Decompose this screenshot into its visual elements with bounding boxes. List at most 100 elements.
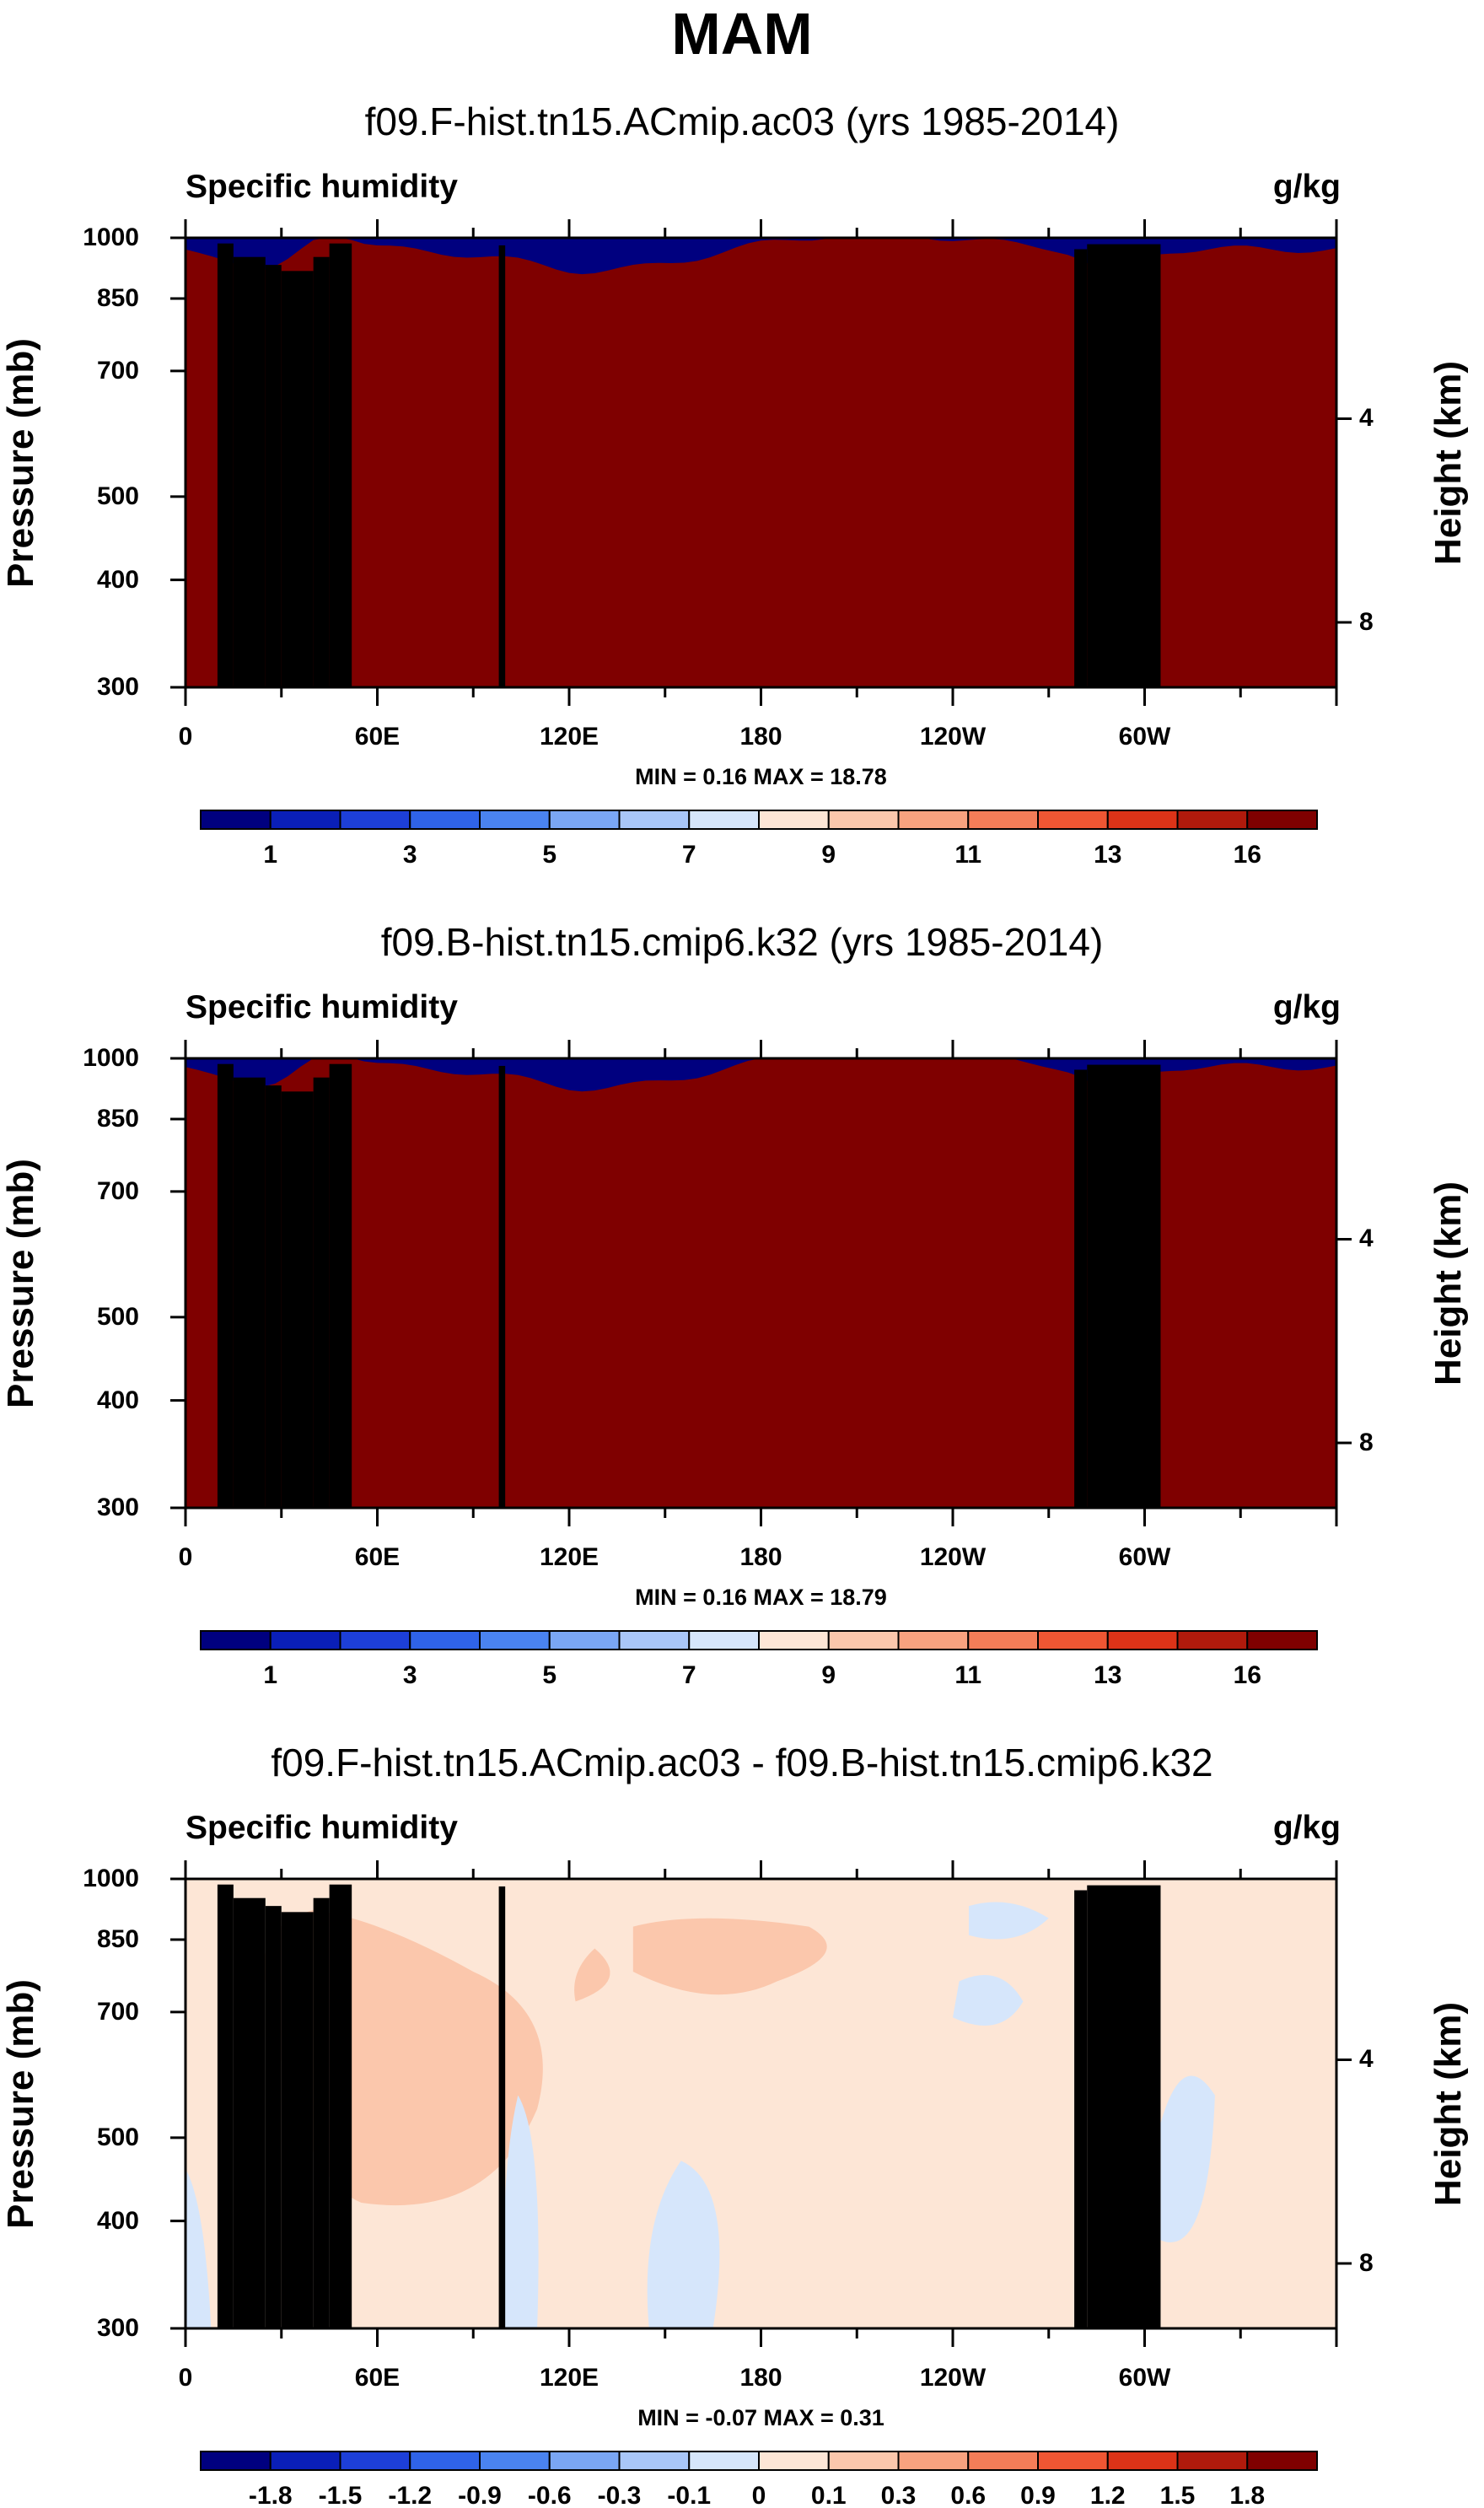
topography-block (1074, 1069, 1088, 1508)
colorbar-label: 1.5 (1160, 2482, 1196, 2508)
topography-block (1087, 1885, 1161, 2328)
min-max-stats: MIN = 0.16 MAX = 18.78 (635, 764, 887, 789)
x-tick-label: 120W (919, 723, 987, 751)
difference-contour (574, 1948, 610, 2002)
colorbar-label: -0.9 (458, 2482, 502, 2508)
y-tick-label: 500 (96, 2123, 139, 2151)
y2-tick-label: 4 (1359, 404, 1374, 433)
topography-block (1087, 244, 1161, 687)
topography-block (313, 1897, 330, 2328)
colorbar-swatch (479, 2451, 551, 2471)
x-tick-label: 60E (354, 723, 401, 751)
min-max-stats: MIN = 0.16 MAX = 18.79 (635, 1585, 887, 1610)
colorbar-label: 5 (542, 841, 556, 869)
topography-block (498, 1886, 506, 2328)
colorbar-label: -1.8 (249, 2482, 293, 2508)
colorbar-swatch (758, 2451, 830, 2471)
topography-block (217, 1884, 234, 2328)
panel-title: f09.F-hist.tn15.ACmip.ac03 - f09.B-hist.… (271, 1741, 1213, 1784)
y-tick-label: 300 (96, 1493, 139, 1521)
colorbar-swatch (688, 2451, 760, 2471)
panel-title: f09.F-hist.tn15.ACmip.ac03 (yrs 1985-201… (364, 100, 1120, 143)
colorbar-label: 7 (682, 841, 696, 869)
colorbar-label: 3 (403, 841, 417, 869)
x-tick-label: 180 (739, 2364, 782, 2392)
y-tick-label: 400 (96, 565, 139, 594)
topography-block (233, 1897, 266, 2328)
x-tick-label: 180 (739, 723, 782, 751)
units-label: g/kg (1272, 169, 1341, 205)
colorbar-label: 9 (821, 1661, 836, 1689)
topography-block (265, 1906, 282, 2328)
units-label: g/kg (1272, 1810, 1341, 1846)
colorbar-swatch (548, 2451, 621, 2471)
colorbar-label: 7 (682, 1661, 696, 1689)
difference-contour (968, 1902, 1049, 1940)
panel-title: f09.B-hist.tn15.cmip6.k32 (yrs 1985-2014… (380, 920, 1104, 964)
topography-block (1074, 249, 1088, 687)
y-tick-label: 1000 (83, 223, 139, 251)
y-tick-label: 700 (96, 356, 139, 385)
colorbar-label: 0.6 (950, 2482, 986, 2508)
colorbar-label: 0.1 (811, 2482, 847, 2508)
topography-block (265, 265, 282, 687)
difference-contour (953, 1975, 1024, 2026)
difference-contour (186, 2168, 212, 2328)
humidity-band (186, 238, 1336, 687)
y-tick-label: 850 (96, 1104, 139, 1133)
y-tick-label: 400 (96, 1386, 139, 1414)
y2-tick-label: 8 (1359, 1428, 1374, 1456)
y2-tick-label: 8 (1359, 607, 1374, 636)
difference-contour (647, 2161, 720, 2328)
variable-label: Specific humidity (186, 169, 458, 205)
x-tick-label: 60W (1118, 2364, 1171, 2392)
topography-block (281, 1091, 314, 1508)
y-tick-label: 850 (96, 1924, 139, 1953)
colorbar-label: 16 (1234, 841, 1261, 869)
x-tick-label: 120E (539, 723, 600, 751)
y-tick-label: 300 (96, 2314, 139, 2342)
y-tick-label: 500 (96, 1302, 139, 1331)
colorbar-label: -0.6 (528, 2482, 572, 2508)
y-tick-label: 1000 (83, 1044, 139, 1072)
topography (217, 243, 1161, 687)
colorbar-label: 0.3 (881, 2482, 917, 2508)
x-tick-label: 120E (539, 1543, 600, 1571)
difference-field (186, 1879, 1336, 2328)
colorbar-label: 0.9 (1020, 2482, 1056, 2508)
colorbar-label: 11 (954, 841, 981, 869)
x-tick-label: 120W (919, 1543, 987, 1571)
colorbar-swatch (1246, 810, 1318, 830)
variable-label: Specific humidity (186, 1810, 458, 1846)
colorbar-label: -0.1 (667, 2482, 711, 2508)
y-tick-label: 500 (96, 482, 139, 510)
colorbar-swatch (1106, 2451, 1179, 2471)
colorbar-swatch (1176, 2451, 1249, 2471)
topography-block (1087, 1064, 1161, 1508)
colorbar-swatch (897, 2451, 970, 2471)
figure-title: MAM (671, 1, 813, 67)
y2-tick-label: 4 (1359, 1224, 1374, 1253)
difference-contour (503, 2095, 539, 2328)
variable-label: Specific humidity (186, 989, 458, 1025)
topography-block (329, 1884, 352, 2328)
colorbar-label: -1.2 (388, 2482, 432, 2508)
colorbar-label: 13 (1094, 841, 1121, 869)
colorbar-swatch (1246, 2451, 1318, 2471)
colorbar-label: 1 (263, 841, 277, 869)
y-tick-label: 1000 (83, 1865, 139, 1892)
colorbar-swatch (339, 2451, 411, 2471)
colorbar-label: 16 (1234, 1661, 1261, 1689)
humidity-band (186, 1058, 1336, 1508)
colorbar-label: 1.8 (1229, 2482, 1265, 2508)
x-tick-label: 0 (178, 723, 193, 751)
colorbar-swatch (827, 2451, 900, 2471)
y-tick-label: 700 (96, 1997, 139, 2026)
y-tick-label: 850 (96, 283, 139, 312)
colorbar-swatch (618, 2451, 691, 2471)
colorbar-label: 11 (954, 1661, 981, 1689)
units-label: g/kg (1272, 989, 1341, 1025)
difference-contour (632, 1918, 827, 1995)
